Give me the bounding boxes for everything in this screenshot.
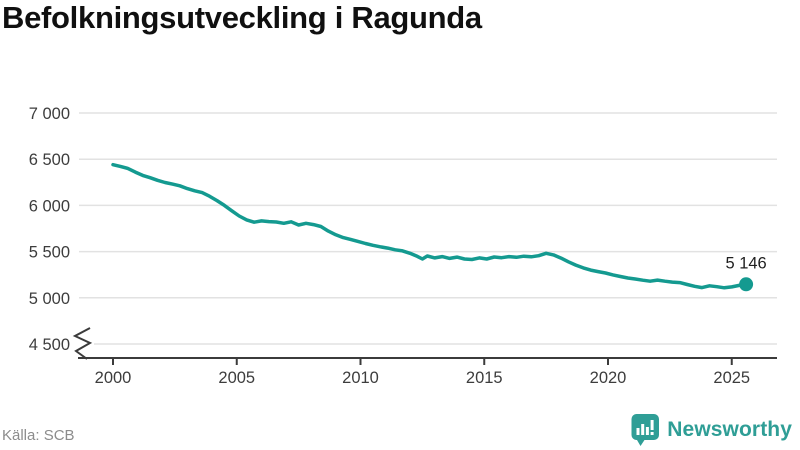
newsworthy-logo[interactable]: Newsworthy	[630, 413, 792, 447]
x-tick-label: 2025	[713, 369, 750, 387]
chart-title: Befolkningsutveckling i Ragunda	[2, 0, 482, 35]
latest-point-marker	[739, 277, 754, 292]
source-label: Källa: SCB	[2, 427, 75, 444]
latest-value-label: 5 146	[725, 254, 766, 272]
x-tick-label: 2010	[342, 369, 379, 387]
axis-break-icon	[72, 327, 93, 360]
newsworthy-wordmark: Newsworthy	[667, 418, 792, 441]
y-tick-label: 7 000	[29, 105, 70, 123]
y-tick-label: 5 000	[29, 290, 70, 308]
bar-chart-exclamation-glyph	[636, 420, 654, 435]
population-line	[111, 162, 748, 290]
x-tick-label: 2000	[95, 369, 132, 387]
population-line-chart: 7 000 6 500 6 000 5 500 5 000 4 500 2000 2005 20…	[29, 105, 777, 387]
x-tick-label: 2020	[590, 369, 627, 387]
y-tick-label: 6 500	[29, 151, 70, 169]
y-tick-label: 6 000	[29, 197, 70, 215]
x-tick-label: 2005	[218, 369, 255, 387]
y-tick-label: 4 500	[29, 336, 70, 354]
x-tick-label: 2015	[466, 369, 503, 387]
y-tick-label: 5 500	[29, 244, 70, 262]
speech-bubble-shape	[631, 414, 660, 446]
newsworthy-icon	[631, 414, 660, 446]
